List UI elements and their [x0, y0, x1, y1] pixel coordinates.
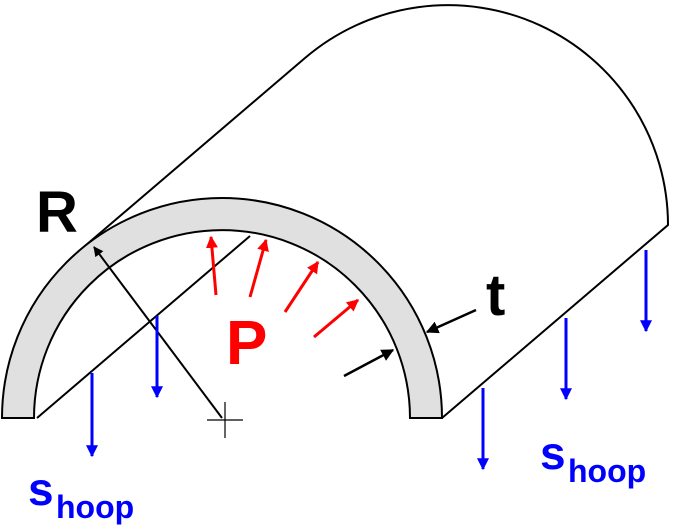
stress-subscript: hoop — [56, 489, 134, 525]
pressure-arrow — [248, 238, 269, 298]
center-mark — [207, 402, 243, 438]
thickness-arrows — [343, 308, 477, 378]
pressure-arrows — [205, 235, 359, 339]
thickness-arrow — [343, 348, 395, 378]
pressure-arrow — [205, 235, 218, 296]
stress-symbol: s — [540, 427, 566, 479]
thickness-label: t — [486, 263, 505, 328]
cylinder-outline — [36, 4, 670, 419]
radius-label: R — [36, 180, 78, 245]
thickness-arrow — [425, 308, 477, 334]
pressure-arrow — [283, 260, 320, 313]
stress-symbol: s — [28, 463, 54, 515]
shell-section — [0, 197, 444, 419]
pressure-arrow — [313, 298, 359, 339]
stress-arrows — [86, 250, 652, 471]
cylinder-body — [78, 4, 670, 419]
pressure-label: P — [226, 309, 267, 378]
stress-subscript: hoop — [568, 453, 646, 489]
